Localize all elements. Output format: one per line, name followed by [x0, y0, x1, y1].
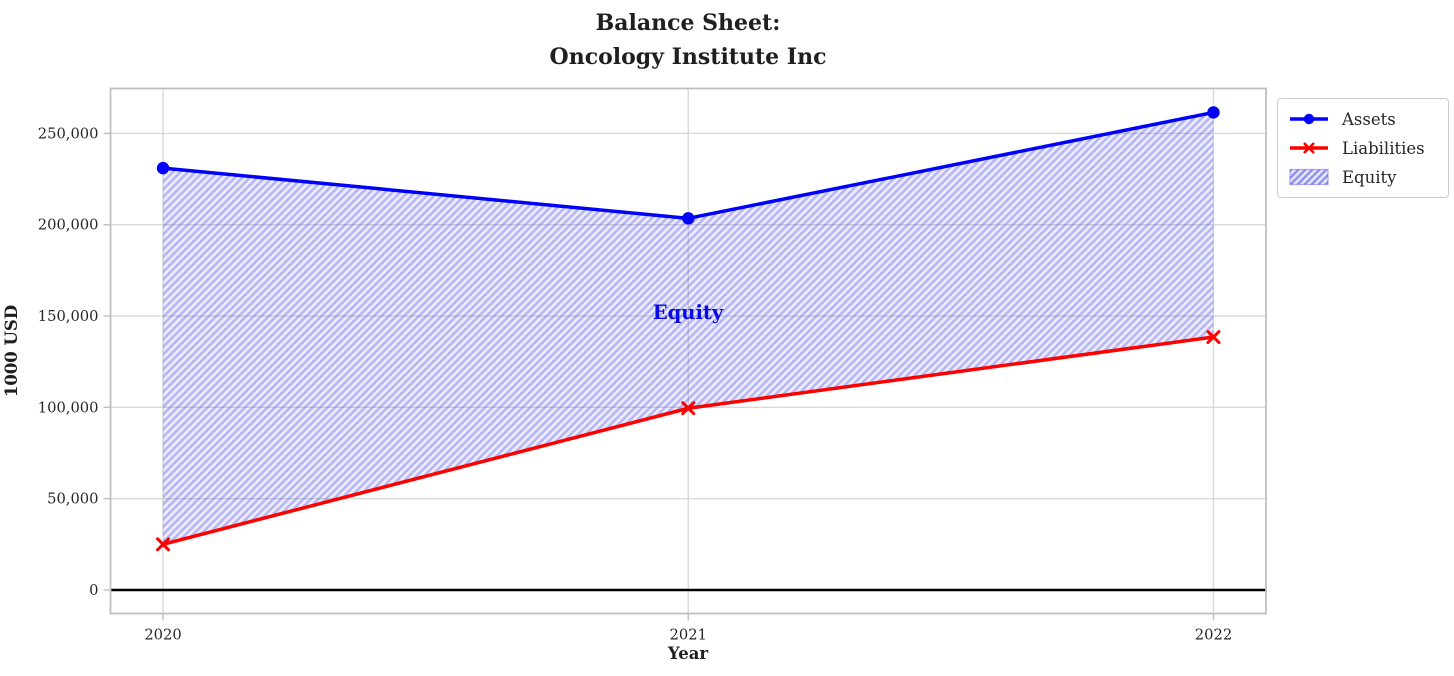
- y-tick-label: 0: [89, 582, 98, 599]
- assets-point: [156, 161, 170, 175]
- liabilities-point: [1206, 330, 1221, 345]
- legend-label-liabilities: Liabilities: [1342, 138, 1425, 158]
- legend-item-assets: Assets: [1287, 106, 1440, 132]
- equity-hatched-patch-icon: [1289, 168, 1329, 186]
- assets-point: [1207, 106, 1220, 119]
- liabilities-point: [681, 401, 696, 416]
- y-tick-label: 250,000: [38, 125, 99, 142]
- x-tick-label: 2022: [1195, 627, 1232, 644]
- legend: Assets Liabilities Equity: [1277, 98, 1449, 198]
- legend-label-assets: Assets: [1342, 109, 1396, 129]
- y-tick-label: 200,000: [38, 217, 99, 234]
- y-tick-label: 150,000: [38, 308, 99, 325]
- y-tick-label: 100,000: [38, 399, 99, 416]
- x-axis-label: Year: [667, 644, 709, 663]
- liabilities-line-x-icon: [1290, 142, 1328, 154]
- x-tick-label: 2020: [144, 627, 181, 644]
- tick-marks: [103, 132, 1215, 621]
- assets-line-circle-icon: [1290, 113, 1328, 125]
- equity-area: [163, 112, 1214, 545]
- chart-title: Balance Sheet: Oncology Institute Inc: [549, 10, 827, 70]
- equity-annotation: Equity: [652, 301, 724, 324]
- legend-label-equity: Equity: [1342, 167, 1397, 187]
- assets-point: [682, 212, 695, 225]
- y-tick-label: 50,000: [47, 491, 98, 508]
- legend-item-equity: Equity: [1287, 164, 1440, 190]
- liabilities-point: [156, 537, 171, 552]
- liabilities-line: [156, 330, 1221, 552]
- legend-item-liabilities: Liabilities: [1287, 135, 1440, 161]
- assets-line: [156, 106, 1220, 225]
- x-tick-label: 2021: [670, 627, 707, 644]
- y-axis-label: 1000 USD: [2, 304, 21, 398]
